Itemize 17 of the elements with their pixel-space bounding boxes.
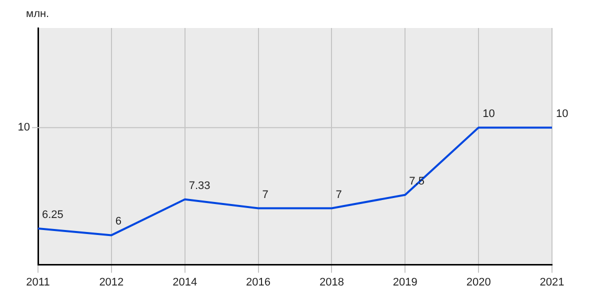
data-label: 10 <box>556 108 568 120</box>
x-tick-label: 2019 <box>392 276 418 288</box>
x-tick-label: 2014 <box>172 276 198 288</box>
data-label: 7.33 <box>188 180 210 192</box>
ref-line-label: 10 <box>18 122 30 134</box>
data-label: 6.25 <box>42 209 64 222</box>
x-tick-label: 2012 <box>99 276 124 288</box>
y-axis-title: млн. <box>25 8 50 22</box>
x-tick-label: 2016 <box>246 276 271 288</box>
data-label: 10 <box>482 108 495 120</box>
data-label: 7 <box>262 188 268 201</box>
x-tick-label: 2020 <box>466 276 491 288</box>
x-tick-label: 2021 <box>540 276 564 288</box>
x-tick-label: 2011 <box>26 276 50 288</box>
data-label: 6 <box>115 216 122 228</box>
data-label: 7 <box>336 188 342 201</box>
x-tick-label: 2018 <box>319 276 344 288</box>
